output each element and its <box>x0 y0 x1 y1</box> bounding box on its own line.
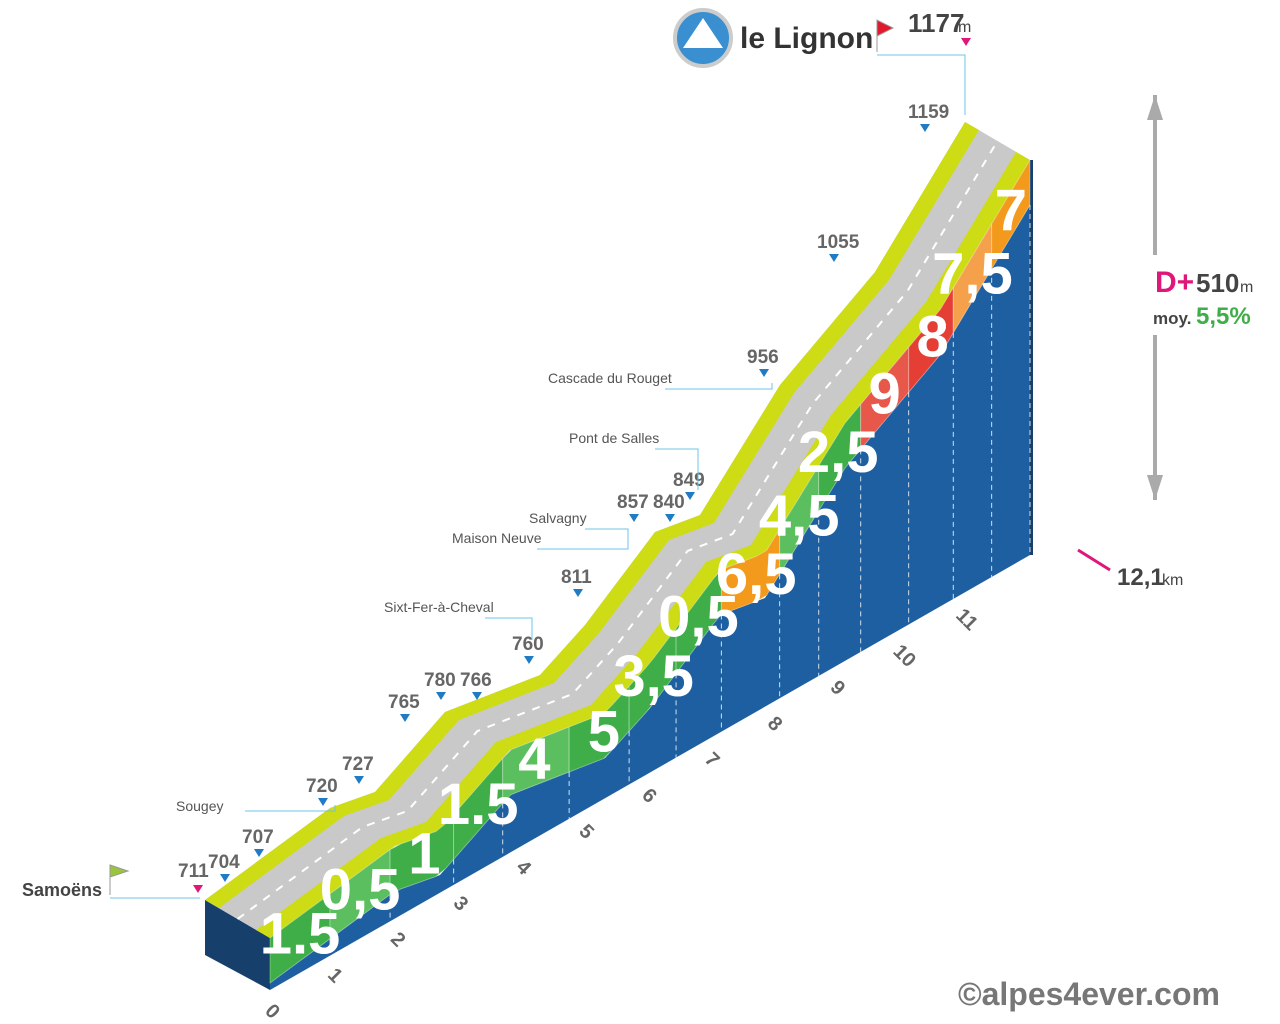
gradient-label: 0,5 <box>658 584 739 649</box>
gradient-label: 1 <box>408 821 440 886</box>
altitude-marker <box>665 514 675 522</box>
altitude-label: 849 <box>673 470 705 491</box>
gain-unit: m <box>1240 279 1253 296</box>
avg-label: moy. <box>1153 309 1191 328</box>
altitude-label: 1159 <box>908 102 949 123</box>
altitude-label: 1055 <box>817 232 860 253</box>
gradient-label: 2,5 <box>798 420 879 485</box>
distance-tick <box>1077 548 1111 572</box>
altitude-marker <box>472 692 482 700</box>
gradient-label: 7 <box>995 178 1027 243</box>
place-label: Sougey <box>176 798 223 814</box>
summit-flag <box>876 19 895 52</box>
km-tick-label: 5 <box>575 820 598 843</box>
gradient-label: 7,5 <box>932 242 1013 307</box>
altitude-label: 780 <box>424 670 456 691</box>
distance-value: 12,1 <box>1117 564 1164 591</box>
place-leader <box>537 548 629 550</box>
altitude-label: 840 <box>653 492 685 513</box>
altitude-marker <box>920 124 930 132</box>
place-leader <box>585 528 629 548</box>
stats-bg <box>1140 255 1260 335</box>
gradient-label: 4,5 <box>759 483 840 548</box>
avg-value: 5,5% <box>1196 303 1251 330</box>
altitude-label: 707 <box>242 827 274 848</box>
summit-icon-peak <box>683 18 723 48</box>
km-tick-label: 9 <box>826 676 849 699</box>
place-leader <box>655 448 699 490</box>
summit-unit: m <box>958 19 971 36</box>
altitude-label: 760 <box>512 634 544 655</box>
altitude-label: 704 <box>208 852 240 873</box>
km-tick-label: 8 <box>763 712 786 735</box>
gradient-label: 0,5 <box>320 858 401 923</box>
start-altitude: 711 <box>178 861 209 882</box>
altitude-label: 727 <box>342 754 374 775</box>
gain-value: 510 <box>1196 268 1239 298</box>
body-right <box>1030 160 1033 555</box>
altitude-label: 857 <box>617 492 649 513</box>
km-tick-label: 10 <box>889 640 920 671</box>
km-tick-label: 7 <box>700 748 723 771</box>
summit-leader <box>877 54 966 115</box>
altitude-label: 766 <box>460 670 492 691</box>
gradient-label: 8 <box>917 305 949 370</box>
altitude-marker <box>220 874 230 882</box>
profile-shape <box>205 122 1033 990</box>
altitude-label: 956 <box>747 347 779 368</box>
distance-unit: km <box>1162 572 1183 589</box>
place-leader <box>245 805 336 812</box>
altitude-label: 765 <box>388 692 420 713</box>
km-tick-label: 11 <box>951 605 982 636</box>
start-name: Samoëns <box>22 880 102 900</box>
altitude-marker <box>436 692 446 700</box>
gradient-label: 9 <box>869 362 901 427</box>
altitude-marker <box>254 849 264 857</box>
gradient-label: 1.5 <box>438 772 519 837</box>
body-front <box>270 205 1030 990</box>
altitude-label: 811 <box>561 567 592 588</box>
summit-altitude: 1177 <box>908 8 964 38</box>
km-tick-label: 6 <box>637 784 660 807</box>
altitude-marker <box>400 714 410 722</box>
place-label: Sixt-Fer-à-Cheval <box>384 599 494 615</box>
km-tick-label: 2 <box>386 928 409 951</box>
place-label: Pont de Salles <box>569 430 659 446</box>
gradient-label: 3,5 <box>613 644 694 709</box>
place-leader <box>485 617 533 640</box>
altitude-marker <box>524 656 534 664</box>
km-tick-label: 4 <box>512 856 536 880</box>
altitude-marker <box>573 589 583 597</box>
gradient-label: 6,5 <box>716 542 797 607</box>
place-label: Cascade du Rouget <box>548 370 672 386</box>
start-marker <box>193 885 203 893</box>
summit-name: le Lignon <box>740 22 873 55</box>
footer: ©alpes4ever.com <box>958 976 1220 1012</box>
gradient-label: 5 <box>588 699 620 764</box>
summit-marker <box>961 38 971 46</box>
altitude-label: 720 <box>306 776 338 797</box>
place-label: Maison Neuve <box>452 530 542 546</box>
km-tick-label: 1 <box>323 964 346 987</box>
km-tick-label: 0 <box>260 1000 283 1023</box>
body-side <box>205 900 270 990</box>
km-tick-label: 3 <box>449 892 472 915</box>
start-flag <box>109 864 130 895</box>
gain-label: D+ <box>1155 266 1194 299</box>
gradient-label: 4 <box>518 726 550 791</box>
altitude-marker <box>318 798 328 806</box>
gradient-label: 1.5 <box>260 902 341 967</box>
altitude-marker <box>759 369 769 377</box>
altitude-marker <box>829 254 839 262</box>
altitude-marker <box>629 514 639 522</box>
place-leader <box>665 383 773 390</box>
altitude-marker <box>354 776 364 784</box>
place-label: Salvagny <box>529 510 587 526</box>
altitude-marker <box>685 492 695 500</box>
